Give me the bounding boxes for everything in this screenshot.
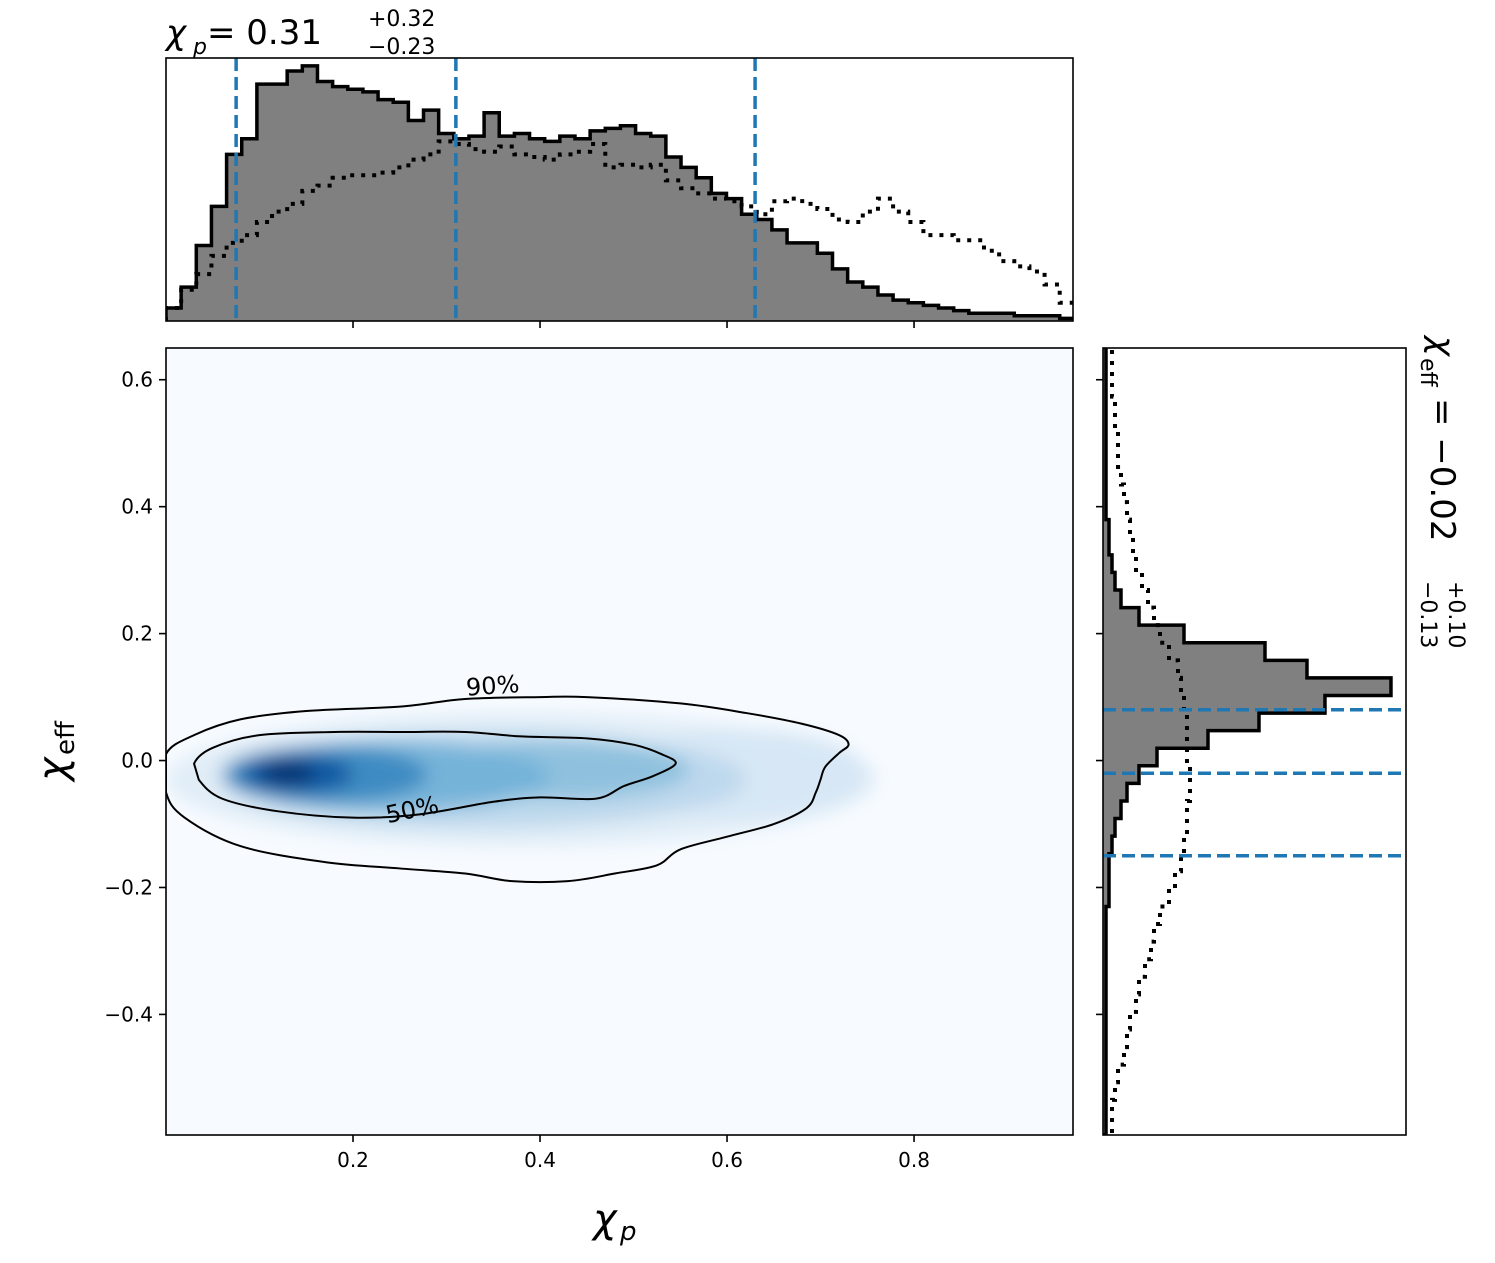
marginal-y-panel: χ eff = −0.02 +0.10 −0.13 [1096,334,1468,1136]
marginal-y-title-sup: +0.10 [1443,581,1468,648]
joint-x-axis-title-sub: p [619,1217,637,1247]
x-tick-label: 0.2 [337,1148,369,1172]
y-tick-label: 0.0 [121,749,153,773]
marginal-y-histogram-fill [1103,348,1391,1135]
marginal-y-title-symbol: χ [1422,334,1462,358]
marginal-x-panel: χ p = 0.31 +0.32 −0.23 [164,7,1074,328]
marginal-x-title-low: −0.23 [368,35,435,60]
marginal-x-credible-lines [234,58,757,321]
marginal-x-histogram-fill [166,65,1073,321]
joint-density-heatmap [166,712,877,847]
y-tick-label: −0.4 [104,1002,153,1026]
marginal-x-title-value: = 0.31 [207,13,322,53]
marginal-x-title: χ p = 0.31 +0.32 −0.23 [164,7,435,60]
marginal-y-frame [1102,347,1407,1136]
joint-y-axis-title: χ eff [30,720,81,783]
marginal-x-title-sub: p [192,35,207,60]
marginal-y-title-sub: eff [1415,358,1440,388]
contour-90pct [166,695,850,884]
joint-y-axis-title-symbol: χ [30,756,76,783]
marginal-y-title-value: = −0.02 [1422,398,1462,542]
contour-50pct [192,730,677,819]
joint-contours [166,695,850,884]
y-tick-label: −0.2 [104,875,153,899]
density-blob [259,761,316,785]
y-tick-label: 0.4 [121,495,153,519]
x-tick-label: 0.6 [711,1148,743,1172]
y-tick-label: 0.2 [121,622,153,646]
x-tick-label: 0.4 [524,1148,556,1172]
marginal-y-credible-lines [1103,708,1406,858]
marginal-x-frame [165,57,1074,322]
marginal-y-ticks [1096,378,1103,1016]
marginal-x-title-sup: +0.32 [368,7,435,32]
marginal-x-ticks [352,321,915,328]
joint-panel: 90%50% 0.2 0.4 0.6 0.8 0.60.40.20.0−0.2−0.4… [30,347,1074,1247]
marginal-y-histogram-edge [1103,348,1393,1135]
marginal-x-prior-line [166,139,1073,321]
marginal-y-prior-line [1103,348,1192,1135]
joint-y-axis-title-sub: eff [51,720,81,755]
marginal-y-title: χ eff = −0.02 +0.10 −0.13 [1415,334,1468,648]
contour-label: 90% [465,670,520,702]
joint-x-ticks: 0.2 0.4 0.6 0.8 [337,1135,930,1172]
joint-x-axis-title: χ p [591,1196,637,1247]
joint-x-axis-title-symbol: χ [591,1196,618,1242]
marginal-y-title-low: −0.13 [1415,581,1440,648]
joint-y-ticks: 0.6 0.4 0.2 0.0 −0.2 −0.4 [104,368,166,1026]
x-tick-label: 0.8 [898,1148,930,1172]
marginal-x-histogram-edge [166,64,1073,321]
joint-frame [165,347,1074,1136]
marginal-x-title-symbol: χ [164,13,188,53]
y-tick-label: 0.6 [121,368,153,392]
